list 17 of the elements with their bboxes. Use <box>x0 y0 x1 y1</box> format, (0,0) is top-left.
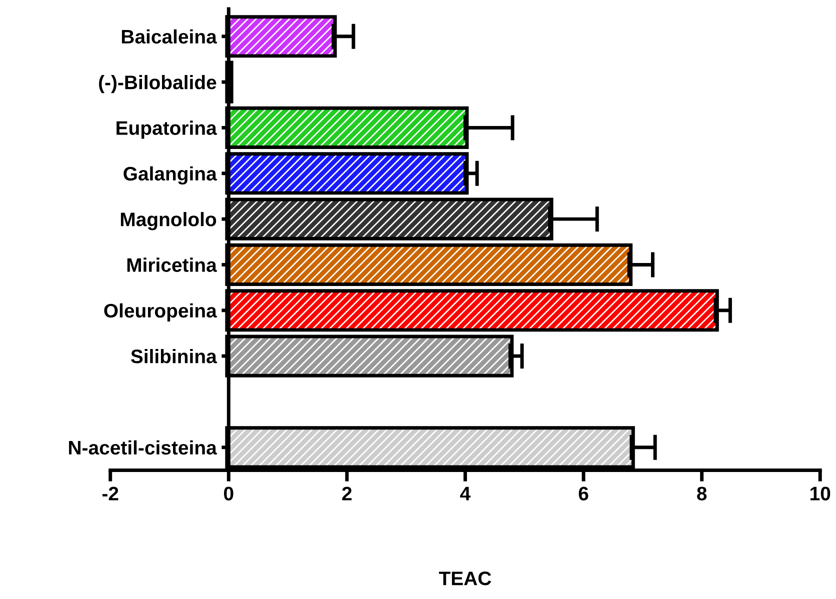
x-tick-label: 4 <box>460 486 471 500</box>
x-tick-label: -2 <box>102 486 118 500</box>
x-tick-label: 6 <box>578 486 588 500</box>
y-tick-label: Eupatorina <box>116 120 217 139</box>
y-tick-label: (-)-Bilobalide <box>99 75 216 94</box>
y-tick-label: Oleuropeina <box>104 303 217 322</box>
x-tick-label: 2 <box>342 486 352 500</box>
x-axis-title: TEAC <box>438 571 492 586</box>
x-tick-label: 10 <box>810 486 830 500</box>
y-tick-label: Silibinina <box>130 349 217 364</box>
y-tick-label: Miricetina <box>127 258 217 272</box>
y-tick-label: N-acetil-cisteina <box>69 440 217 455</box>
y-tick-label: Galangina <box>124 166 217 185</box>
x-tick-label: 0 <box>224 486 234 500</box>
y-tick-label: Magnololo <box>120 212 216 230</box>
y-tick-label: Baicaleina <box>122 29 217 44</box>
x-tick-label: 8 <box>697 486 707 500</box>
